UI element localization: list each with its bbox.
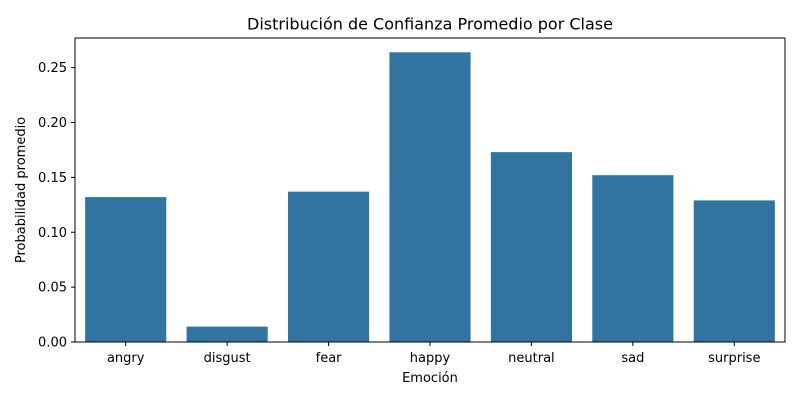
bars-group bbox=[85, 52, 775, 342]
x-tick-label-sad: sad bbox=[621, 351, 644, 366]
y-tick-label: 0.00 bbox=[38, 336, 67, 351]
x-tick-label-happy: happy bbox=[410, 351, 451, 366]
bar-disgust bbox=[186, 326, 268, 342]
bar-fear bbox=[288, 191, 370, 342]
bar-happy bbox=[389, 52, 471, 342]
bar-sad bbox=[592, 175, 674, 342]
y-tick-label: 0.10 bbox=[38, 226, 67, 241]
chart-title: Distribución de Confianza Promedio por C… bbox=[247, 15, 613, 34]
y-tick-label: 0.05 bbox=[38, 281, 67, 296]
plot-frame bbox=[74, 37, 786, 343]
x-axis-label: Emoción bbox=[402, 371, 458, 386]
x-tick-label-angry: angry bbox=[107, 351, 145, 366]
bar-angry bbox=[85, 197, 167, 342]
y-axis-label: Probabilidad promedio bbox=[14, 117, 29, 263]
y-axis: 0.00 0.05 0.10 0.15 0.20 0.25 bbox=[38, 61, 75, 351]
x-axis: angry disgust fear happy neutral sad surprise bbox=[107, 342, 760, 366]
x-tick-label-surprise: surprise bbox=[708, 351, 760, 366]
y-tick-label: 0.25 bbox=[38, 61, 67, 76]
y-tick-label: 0.20 bbox=[38, 116, 67, 131]
x-tick-label-fear: fear bbox=[316, 351, 343, 366]
bar-surprise bbox=[693, 200, 775, 342]
bar-neutral bbox=[490, 152, 572, 342]
x-tick-label-neutral: neutral bbox=[508, 351, 555, 366]
y-tick-label: 0.15 bbox=[38, 171, 67, 186]
x-tick-label-disgust: disgust bbox=[204, 351, 251, 366]
